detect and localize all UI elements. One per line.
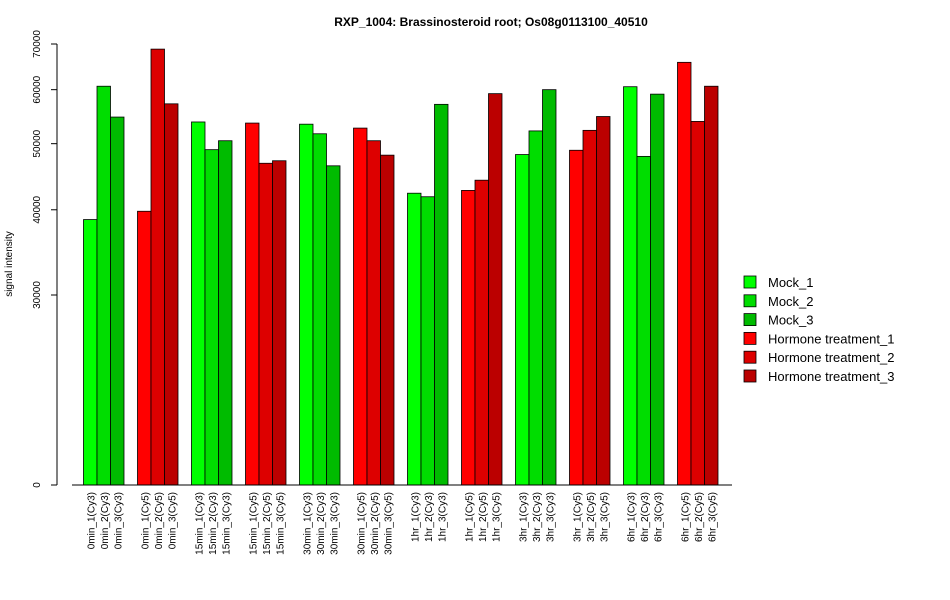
- bar: [164, 103, 179, 486]
- x-tick-label: 6hr_2(Cy3): [640, 492, 651, 542]
- bar: [677, 61, 692, 486]
- bar: [245, 122, 260, 486]
- legend-swatch: [743, 369, 757, 383]
- x-tick-label: 0min_2(Cy5): [154, 492, 165, 549]
- bar: [312, 133, 327, 486]
- bar: [650, 93, 665, 486]
- x-tick-label: 0min_2(Cy3): [100, 492, 111, 549]
- bar: [596, 116, 611, 486]
- x-tick-label: 0min_3(Cy3): [113, 492, 124, 549]
- x-tick-label: 1hr_2(Cy5): [478, 492, 489, 542]
- legend-swatch: [743, 275, 757, 289]
- legend-label: Mock_2: [768, 294, 814, 309]
- y-axis-label: signal intensity: [4, 231, 15, 297]
- bars: [83, 48, 719, 486]
- x-axis-labels: 0min_1(Cy3) 0min_2(Cy3) 0min_3(Cy3) 0min_1(…: [86, 492, 718, 555]
- bar: [272, 160, 287, 486]
- x-tick-label: 15min_3(Cy5): [275, 492, 286, 555]
- bar: [366, 140, 381, 486]
- x-tick-label: 15min_1(Cy3): [194, 492, 205, 555]
- x-tick-label: 30min_1(Cy5): [356, 492, 367, 555]
- x-tick-label: 30min_3(Cy3): [329, 492, 340, 555]
- bar: [569, 149, 584, 486]
- bar: [474, 179, 489, 486]
- bar: [623, 86, 638, 486]
- chart-title: RXP_1004: Brassinosteroid root; Os08g011…: [334, 15, 648, 29]
- bar: [636, 155, 651, 486]
- bar: [528, 130, 543, 486]
- x-tick-label: 1hr_1(Cy3): [410, 492, 421, 542]
- bar: [420, 196, 435, 486]
- bar: [299, 123, 314, 486]
- bar: [690, 121, 705, 486]
- x-tick-label: 30min_1(Cy3): [302, 492, 313, 555]
- x-tick-label: 6hr_3(Cy5): [707, 492, 718, 542]
- x-tick-label: 30min_2(Cy3): [316, 492, 327, 555]
- bar: [461, 190, 476, 486]
- bar: [582, 129, 597, 486]
- x-tick-label: 0min_3(Cy5): [167, 492, 178, 549]
- x-tick-label: 15min_3(Cy3): [221, 492, 232, 555]
- bar: [137, 210, 152, 486]
- y-tick-label: 50000: [32, 129, 43, 157]
- x-tick-label: 1hr_2(Cy3): [424, 492, 435, 542]
- x-tick-label: 3hr_1(Cy3): [518, 492, 529, 542]
- legend-swatch: [743, 294, 757, 308]
- x-tick-label: 6hr_1(Cy3): [626, 492, 637, 542]
- y-tick-label: 60000: [32, 75, 43, 103]
- x-tick-label: 15min_1(Cy5): [248, 492, 259, 555]
- x-tick-label: 6hr_3(Cy3): [653, 492, 664, 542]
- y-tick-label: 0: [32, 482, 43, 488]
- x-tick-label: 6hr_2(Cy5): [694, 492, 705, 542]
- y-tick-label: 30000: [32, 281, 43, 309]
- bar: [326, 165, 341, 486]
- x-tick-label: 3hr_2(Cy3): [532, 492, 543, 542]
- y-tick-label: 70000: [32, 30, 43, 58]
- x-tick-label: 3hr_1(Cy5): [572, 492, 583, 542]
- bar: [110, 116, 125, 486]
- bar: [380, 154, 395, 486]
- bar: [542, 89, 557, 486]
- x-tick-label: 0min_1(Cy3): [86, 492, 97, 549]
- legend-label: Hormone treatment_1: [768, 331, 894, 346]
- x-tick-label: 1hr_1(Cy5): [464, 492, 475, 542]
- y-axis: 0 30000 40000 50000 60000 70000: [32, 30, 58, 488]
- x-tick-label: 15min_2(Cy5): [262, 492, 273, 555]
- bar: [204, 149, 219, 486]
- legend-label: Mock_3: [768, 313, 814, 328]
- bar: [488, 93, 503, 486]
- bar: [515, 154, 530, 486]
- bar: [150, 48, 165, 486]
- x-tick-label: 0min_1(Cy5): [140, 492, 151, 549]
- legend-label: Hormone treatment_3: [768, 369, 894, 384]
- legend-swatch: [743, 350, 757, 364]
- x-tick-label: 3hr_3(Cy3): [545, 492, 556, 542]
- x-tick-label: 3hr_2(Cy5): [586, 492, 597, 542]
- bar: [704, 85, 719, 486]
- legend: Mock_1 Mock_2 Mock_3 Hormone treatment_1 Hor…: [743, 275, 894, 384]
- y-tick-label: 40000: [32, 195, 43, 223]
- legend-swatch: [743, 313, 757, 327]
- legend-label: Mock_1: [768, 275, 814, 290]
- bar: [434, 103, 449, 486]
- bar: [191, 121, 206, 486]
- bar: [96, 85, 111, 486]
- x-tick-label: 15min_2(Cy3): [208, 492, 219, 555]
- x-tick-label: 30min_3(Cy5): [383, 492, 394, 555]
- x-tick-label: 6hr_1(Cy5): [680, 492, 691, 542]
- bar: [407, 192, 422, 486]
- bar: [83, 219, 98, 486]
- bar: [258, 162, 273, 486]
- x-tick-label: 30min_2(Cy5): [370, 492, 381, 555]
- legend-swatch: [743, 331, 757, 345]
- x-tick-label: 1hr_3(Cy3): [437, 492, 448, 542]
- bar: [353, 127, 368, 486]
- x-tick-label: 3hr_3(Cy5): [599, 492, 610, 542]
- x-tick-label: 1hr_3(Cy5): [491, 492, 502, 542]
- legend-label: Hormone treatment_2: [768, 350, 894, 365]
- bar: [218, 140, 233, 486]
